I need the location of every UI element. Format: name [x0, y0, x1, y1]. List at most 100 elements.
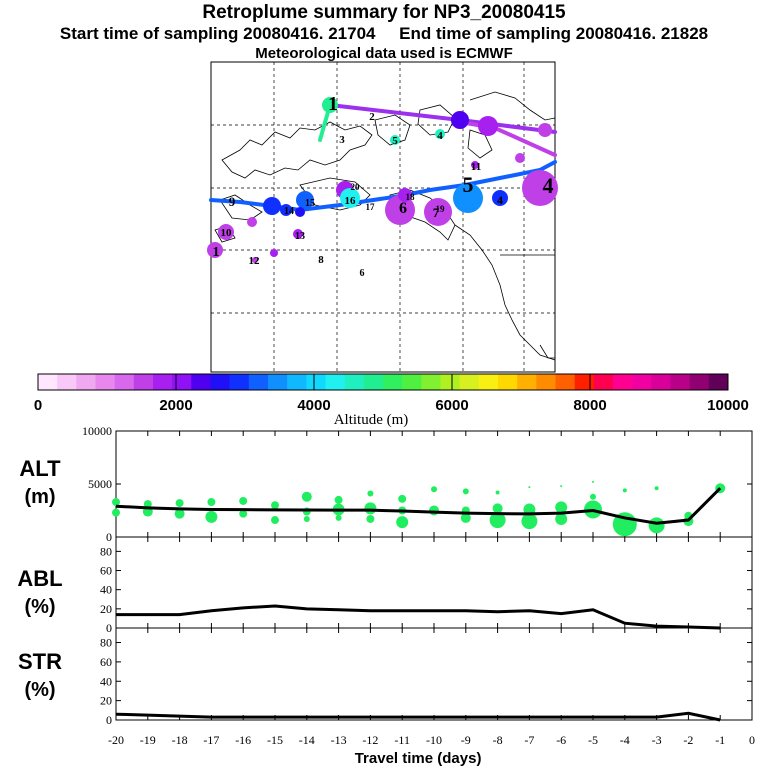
trajectory-dot	[538, 123, 552, 137]
scatter-point	[207, 498, 216, 507]
scatter-point	[303, 515, 310, 522]
colorbar-swatch	[536, 374, 556, 390]
trajectory-dot	[522, 170, 558, 206]
trajectory-dot	[293, 229, 303, 239]
scatter-point	[590, 493, 596, 500]
trajectory-dot	[247, 217, 257, 227]
y-tick-label: 0	[106, 713, 112, 727]
panel-label: ABL	[17, 566, 62, 591]
scatter-point	[462, 488, 469, 495]
trajectory-day-label: 11	[471, 161, 481, 173]
trajectory-dot	[340, 188, 360, 208]
time-series-panels: 10000 5000 0 ALT (m) 80 60 40 20 0 ABL (%) 80 60 40 20 0…	[17, 424, 755, 767]
x-tick-label: -3	[652, 733, 662, 747]
trajectory-day-label: 16	[345, 195, 357, 207]
trajectory-day-label: 2	[369, 111, 375, 123]
x-tick-label: -12	[362, 733, 378, 747]
colorbar-swatch	[478, 374, 499, 390]
x-tick-label: -1	[715, 733, 725, 747]
trajectory-dots	[207, 97, 558, 263]
panel-frame	[115, 627, 753, 721]
colorbar-swatch	[268, 374, 288, 390]
trajectory-day-label: 6	[360, 268, 365, 279]
x-tick-label: -19	[140, 733, 156, 747]
y-tick-label: 60	[100, 655, 112, 669]
trajectory-dot	[515, 153, 525, 163]
colorbar-swatch	[593, 374, 614, 390]
scatter-point	[648, 517, 665, 534]
colorbar-tick-label: 10000	[707, 397, 749, 414]
trajectory-dot	[424, 198, 452, 226]
colorbar-tick-label: 2000	[159, 397, 192, 414]
scatter-point	[112, 508, 120, 517]
trajectory-dot	[263, 197, 281, 215]
colorbar-swatch	[651, 374, 671, 390]
colorbar-swatch	[248, 374, 269, 390]
colorbar-swatch	[38, 374, 58, 390]
scatter-point	[622, 488, 627, 493]
scatter-point	[396, 516, 409, 529]
scatter-point	[460, 512, 471, 523]
trajectory-day-label: 4	[543, 173, 554, 198]
trajectory-dot	[390, 135, 400, 145]
trajectory-day-label: 17	[366, 202, 376, 212]
trajectory-day-label: 10	[221, 227, 233, 239]
trajectory-day-label: 20	[351, 182, 361, 192]
colorbar-swatch	[95, 374, 115, 390]
colorbar-swatch	[632, 374, 652, 390]
panel-unit: (%)	[24, 596, 55, 618]
scatter-point	[495, 490, 500, 495]
trajectory-dot	[492, 190, 508, 206]
trajectory-day-label: 7	[433, 205, 440, 220]
scatter-point	[239, 509, 248, 518]
trajectory-dot	[478, 116, 498, 136]
colorbar-swatch	[440, 374, 460, 390]
trajectory-day-label: 15	[305, 198, 315, 209]
colorbar-swatch	[402, 374, 422, 390]
series-line	[116, 604, 721, 630]
trajectory-dot	[385, 195, 415, 225]
scatter-point	[528, 486, 531, 489]
colorbar-swatch	[57, 374, 77, 390]
x-tick-label: -11	[394, 733, 410, 747]
scatter-point	[175, 499, 184, 508]
x-tick-label: -13	[331, 733, 347, 747]
trajectory-dot	[296, 191, 314, 209]
trajectory-day-label: 8	[318, 254, 324, 266]
y-tick-label: 10000	[82, 424, 112, 438]
colorbar-swatch	[133, 374, 154, 390]
colorbar-title: Altitude (m)	[334, 412, 409, 428]
series-line	[115, 711, 721, 722]
trajectory-dot	[453, 183, 483, 213]
trajectory-dot	[207, 242, 223, 258]
x-tick-label: -9	[461, 733, 471, 747]
trajectory-day-label: 9	[229, 194, 236, 209]
colorbar-swatch	[383, 374, 403, 390]
panel-alt: 10000 5000 0 ALT (m)	[19, 424, 753, 544]
x-tick-label: -2	[683, 733, 693, 747]
trajectory-day-label: 18	[406, 192, 416, 202]
trajectory-dot	[398, 188, 412, 202]
colorbar-swatch	[172, 374, 192, 390]
colorbar-swatch	[574, 374, 595, 390]
trajectory-day-label: 1	[213, 245, 220, 260]
y-tick-label: 0	[106, 621, 112, 635]
x-tick-label: -16	[235, 733, 251, 747]
colorbar-swatch	[363, 374, 384, 390]
y-tick-label: 60	[100, 564, 112, 578]
scatter-point	[143, 500, 152, 509]
scatter-point	[560, 485, 563, 488]
colorbar-ticks: 0 2000 4000 6000 8000 10000	[34, 374, 749, 414]
chart-title: Retroplume summary for NP3_20080415	[202, 2, 566, 23]
colorbar-swatch	[153, 374, 173, 390]
colorbar-swatch	[708, 374, 729, 390]
x-tick-label: -10	[426, 733, 442, 747]
colorbar-swatch	[613, 374, 633, 390]
panel-frame	[115, 536, 753, 629]
trajectory-day-label: 14	[284, 206, 294, 217]
x-tick-label: -18	[172, 733, 188, 747]
colorbar-swatch	[325, 374, 345, 390]
scatter-point	[334, 495, 343, 504]
trajectory-day-label: 4	[497, 193, 503, 207]
colorbar-swatch	[210, 374, 230, 390]
